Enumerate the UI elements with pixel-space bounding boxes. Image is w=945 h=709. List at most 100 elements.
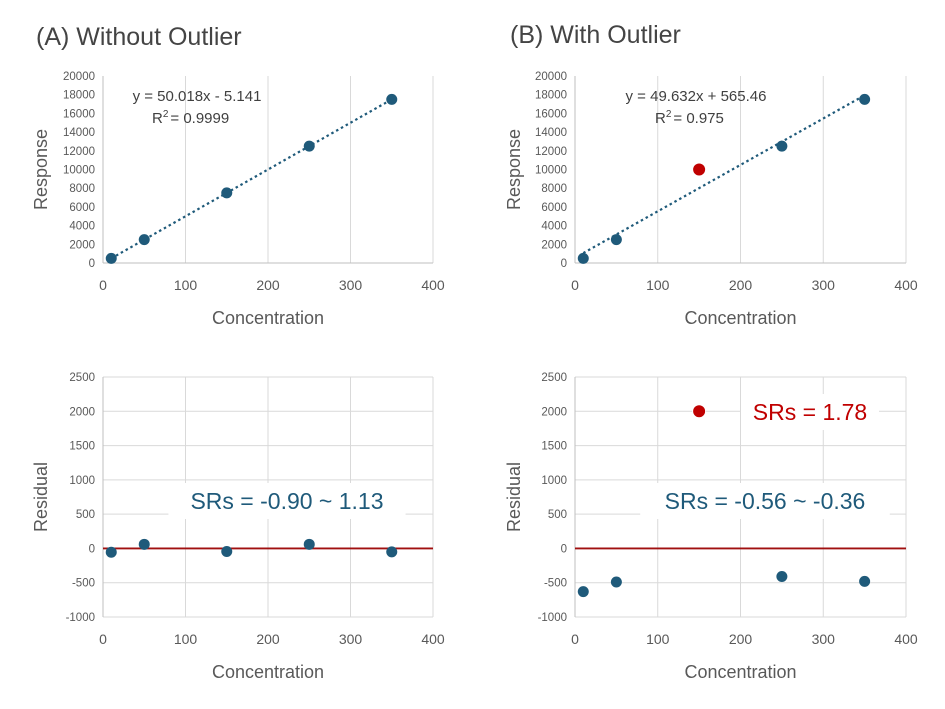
trendline: [110, 98, 393, 260]
y-tick-label: 6000: [69, 202, 95, 214]
trendline-equation: y = 49.632x + 565.46: [626, 88, 767, 105]
data-point: [105, 252, 117, 264]
data-point: [610, 234, 622, 246]
data-point: [303, 538, 315, 550]
y-tick-label: 0: [561, 543, 567, 555]
y-tick-label: 0: [89, 258, 95, 270]
outlier-sr-annotation: SRs = 1.78: [753, 399, 867, 425]
x-tick-label: 400: [894, 277, 918, 293]
data-point: [105, 546, 117, 558]
data-point: [776, 140, 788, 152]
x-axis-label: Concentration: [684, 308, 796, 328]
x-tick-label: 200: [256, 631, 280, 647]
y-tick-label: 14000: [535, 127, 567, 139]
data-point: [577, 252, 589, 264]
data-point: [577, 586, 589, 598]
data-point: [859, 93, 871, 105]
y-tick-label: 1000: [69, 475, 95, 487]
x-tick-label: 400: [421, 277, 445, 293]
y-tick-label: 4000: [69, 221, 95, 233]
y-tick-label: 1500: [69, 441, 95, 453]
data-point: [776, 571, 788, 583]
x-tick-label: 300: [339, 631, 363, 647]
panel-title: (A) Without Outlier: [36, 23, 242, 51]
y-tick-label: 500: [76, 509, 95, 521]
y-tick-label: 8000: [69, 183, 95, 195]
trendline-equation: y = 50.018x - 5.141: [133, 88, 262, 105]
x-tick-label: 200: [729, 277, 753, 293]
y-axis-label: Response: [31, 129, 51, 210]
x-tick-label: 400: [894, 631, 918, 647]
y-tick-label: 2500: [541, 372, 567, 384]
y-tick-label: 500: [548, 509, 567, 521]
y-tick-label: -1000: [66, 612, 95, 624]
y-tick-label: 10000: [535, 165, 567, 177]
outlier-point: [692, 162, 707, 177]
sr-annotation: SRs = -0.56 ~ -0.36: [665, 488, 866, 514]
x-tick-label: 100: [174, 631, 198, 647]
x-tick-label: 0: [99, 631, 107, 647]
sr-annotation-background: [640, 483, 890, 519]
y-tick-label: 16000: [535, 108, 567, 120]
data-point: [221, 187, 233, 199]
r-squared-value: = 0.975: [673, 110, 723, 127]
y-tick-label: 20000: [535, 71, 567, 83]
y-axis-label: Response: [504, 129, 524, 210]
data-point: [138, 234, 150, 246]
chart-B_top: (B) With Outlier020004000600080001000012…: [504, 21, 918, 328]
x-tick-label: 0: [99, 277, 107, 293]
data-point: [303, 140, 315, 152]
chart-B_bottom: -1000 -500 0 500 1000 1500 2000 2500 0 100 200 300 4…: [504, 372, 918, 682]
y-tick-label: 1000: [541, 475, 567, 487]
chart-A_bottom: -1000 -500 0 500 1000 1500 2000 2500 0 100 200 300 4…: [31, 372, 445, 682]
y-tick-label: 2000: [69, 406, 95, 418]
y-tick-label: 2000: [541, 239, 567, 251]
x-tick-label: 0: [571, 631, 579, 647]
outlier-sr-annotation-background: [741, 394, 879, 430]
y-tick-label: 4000: [541, 221, 567, 233]
y-tick-label: 12000: [63, 146, 95, 158]
x-tick-label: 400: [421, 631, 445, 647]
y-axis-label: Residual: [504, 462, 524, 532]
x-tick-label: 200: [256, 277, 280, 293]
y-tick-label: 2000: [69, 239, 95, 251]
sr-annotation-background: [168, 483, 406, 519]
y-tick-label: -1000: [538, 612, 567, 624]
y-tick-label: -500: [72, 578, 95, 590]
x-axis-label: Concentration: [684, 662, 796, 682]
y-tick-label: 2500: [69, 372, 95, 384]
x-axis-label: Concentration: [212, 308, 324, 328]
x-tick-label: 100: [646, 277, 670, 293]
y-tick-label: 14000: [63, 127, 95, 139]
x-tick-label: 300: [812, 277, 836, 293]
y-tick-label: 2000: [541, 406, 567, 418]
x-tick-label: 200: [729, 631, 753, 647]
x-tick-label: 100: [174, 277, 198, 293]
y-tick-label: 6000: [541, 202, 567, 214]
data-point: [610, 576, 622, 588]
y-tick-label: 0: [561, 258, 567, 270]
r-squared: R2 = 0.975: [655, 109, 724, 127]
data-point: [859, 575, 871, 587]
data-point: [386, 93, 398, 105]
y-tick-label: -500: [544, 578, 567, 590]
y-tick-label: 1500: [541, 441, 567, 453]
chart-A_top: (A) Without Outlier020004000600080001000…: [31, 23, 445, 328]
sr-annotation: SRs = -0.90 ~ 1.13: [190, 488, 383, 514]
data-point: [386, 546, 398, 558]
x-axis-label: Concentration: [212, 662, 324, 682]
y-axis-label: Residual: [31, 462, 51, 532]
data-point: [221, 546, 233, 558]
outlier-point: [692, 404, 707, 419]
x-tick-label: 0: [571, 277, 579, 293]
r-squared: R2 = 0.9999: [152, 109, 229, 127]
panel-title: (B) With Outlier: [510, 21, 681, 49]
y-tick-label: 18000: [535, 90, 567, 102]
y-tick-label: 10000: [63, 165, 95, 177]
y-tick-label: 0: [89, 543, 95, 555]
y-tick-label: 8000: [541, 183, 567, 195]
y-tick-label: 12000: [535, 146, 567, 158]
y-tick-label: 18000: [63, 90, 95, 102]
data-point: [138, 538, 150, 550]
